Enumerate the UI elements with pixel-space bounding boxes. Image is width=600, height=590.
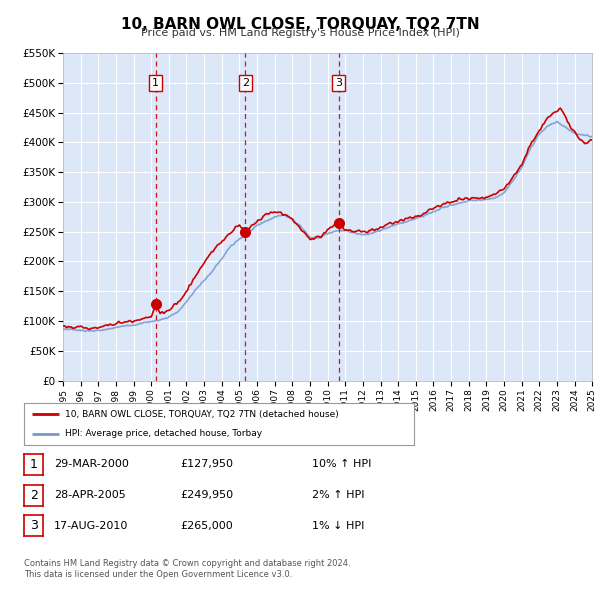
- Text: 2% ↑ HPI: 2% ↑ HPI: [312, 490, 365, 500]
- Text: This data is licensed under the Open Government Licence v3.0.: This data is licensed under the Open Gov…: [24, 570, 292, 579]
- Text: 17-AUG-2010: 17-AUG-2010: [54, 521, 128, 531]
- Text: 3: 3: [335, 78, 342, 88]
- Text: 2: 2: [29, 489, 38, 502]
- Text: Price paid vs. HM Land Registry's House Price Index (HPI): Price paid vs. HM Land Registry's House …: [140, 28, 460, 38]
- Text: £249,950: £249,950: [180, 490, 233, 500]
- Text: 10, BARN OWL CLOSE, TORQUAY, TQ2 7TN (detached house): 10, BARN OWL CLOSE, TORQUAY, TQ2 7TN (de…: [65, 410, 338, 419]
- Text: 10% ↑ HPI: 10% ↑ HPI: [312, 460, 371, 470]
- Text: 1: 1: [29, 458, 38, 471]
- Text: 3: 3: [29, 519, 38, 532]
- Text: 29-MAR-2000: 29-MAR-2000: [54, 460, 129, 470]
- Text: HPI: Average price, detached house, Torbay: HPI: Average price, detached house, Torb…: [65, 430, 262, 438]
- Text: 10, BARN OWL CLOSE, TORQUAY, TQ2 7TN: 10, BARN OWL CLOSE, TORQUAY, TQ2 7TN: [121, 17, 479, 31]
- Text: 1: 1: [152, 78, 159, 88]
- Text: £265,000: £265,000: [180, 521, 233, 531]
- Text: 1% ↓ HPI: 1% ↓ HPI: [312, 521, 364, 531]
- Text: 2: 2: [242, 78, 249, 88]
- Text: £127,950: £127,950: [180, 460, 233, 470]
- Text: 28-APR-2005: 28-APR-2005: [54, 490, 126, 500]
- Text: Contains HM Land Registry data © Crown copyright and database right 2024.: Contains HM Land Registry data © Crown c…: [24, 559, 350, 568]
